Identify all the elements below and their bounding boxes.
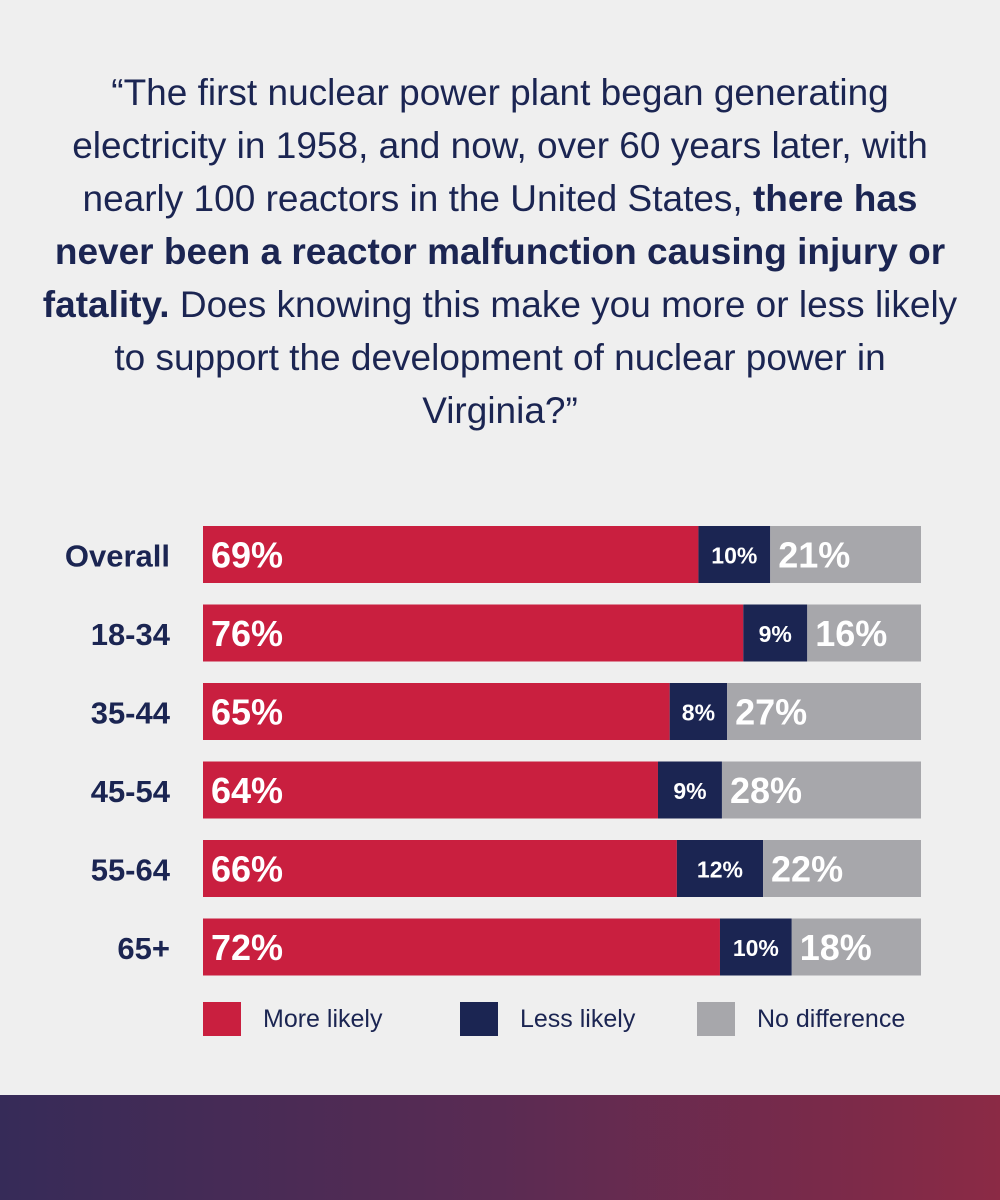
bar-overall-less-likely: [698, 526, 771, 583]
bar-55-64-no-difference: [763, 840, 921, 897]
category-label-65-plus: 65+: [117, 931, 170, 966]
data-label-45-54-less-likely: 9%: [673, 778, 706, 804]
data-label-65-plus-less-likely: 10%: [733, 935, 779, 961]
data-label-55-64-no-difference: 22%: [771, 849, 843, 890]
data-label-65-plus-no-difference: 18%: [800, 927, 872, 968]
question-bold-statement: there has never been a reactor malfuncti…: [42, 178, 946, 325]
data-label-35-44-more-likely: 65%: [211, 692, 283, 733]
data-label-overall-no-difference: 21%: [778, 535, 850, 576]
legend-item-no-difference: No difference: [697, 1002, 905, 1036]
data-label-18-34-no-difference: 16%: [815, 613, 887, 654]
data-label-65-plus-more-likely: 72%: [211, 927, 283, 968]
legend-swatch-no-difference: [697, 1002, 735, 1036]
bar-65-plus-more-likely: [203, 918, 720, 976]
bar-overall-more-likely: [203, 526, 699, 583]
bar-65-plus-less-likely: [719, 918, 792, 976]
data-label-45-54-more-likely: 64%: [211, 770, 283, 811]
legend-label-more-likely: More likely: [263, 1004, 383, 1033]
data-label-35-44-less-likely: 8%: [682, 700, 715, 726]
legend-item-less-likely: Less likely: [460, 1002, 635, 1036]
bar-35-44-less-likely: [669, 683, 728, 740]
bar-45-54-no-difference: [721, 761, 921, 819]
category-label-35-44: 35-44: [91, 696, 171, 731]
data-label-35-44-no-difference: 27%: [735, 692, 807, 733]
category-label-45-54: 45-54: [91, 774, 171, 809]
category-label-55-64: 55-64: [91, 853, 171, 888]
bar-overall-no-difference: [770, 526, 921, 583]
question-part-1: “The first nuclear power plant began gen…: [72, 72, 928, 219]
legend-swatch-less-likely: [460, 1002, 498, 1036]
data-label-55-64-more-likely: 66%: [211, 849, 283, 890]
data-label-18-34-more-likely: 76%: [211, 613, 283, 654]
data-label-overall-more-likely: 69%: [211, 535, 283, 576]
bar-55-64-less-likely: [676, 840, 764, 897]
bar-45-54-more-likely: [203, 761, 658, 819]
stacked-bar-chart: Overall 69% 10% 21% 18-34 76% 9% 16% 35-44 65% 8% 2…: [65, 526, 921, 976]
question-text: “The first nuclear power plant began gen…: [40, 66, 960, 437]
chart-legend: More likely Less likely No difference: [0, 1002, 1000, 1042]
legend-swatch-more-likely: [203, 1002, 241, 1036]
bar-18-34-no-difference: [807, 604, 921, 662]
category-label-overall: Overall: [65, 539, 170, 574]
bar-18-34-less-likely: [743, 604, 808, 662]
footer-gradient-band: [0, 1095, 1000, 1200]
data-label-overall-less-likely: 10%: [711, 543, 757, 569]
bar-55-64-more-likely: [203, 840, 677, 897]
bar-18-34-more-likely: [203, 604, 744, 662]
bar-35-44-no-difference: [727, 683, 921, 740]
question-part-2: Does knowing this make you more or less …: [114, 284, 958, 431]
category-label-18-34: 18-34: [91, 617, 171, 652]
data-label-45-54-no-difference: 28%: [730, 770, 802, 811]
data-label-18-34-less-likely: 9%: [759, 621, 792, 647]
legend-label-less-likely: Less likely: [520, 1004, 636, 1033]
bar-65-plus-no-difference: [791, 918, 921, 976]
bar-35-44-more-likely: [203, 683, 670, 740]
bar-45-54-less-likely: [657, 761, 722, 819]
data-label-55-64-less-likely: 12%: [697, 857, 743, 883]
legend-label-no-difference: No difference: [757, 1004, 906, 1033]
legend-item-more-likely: More likely: [203, 1002, 382, 1036]
